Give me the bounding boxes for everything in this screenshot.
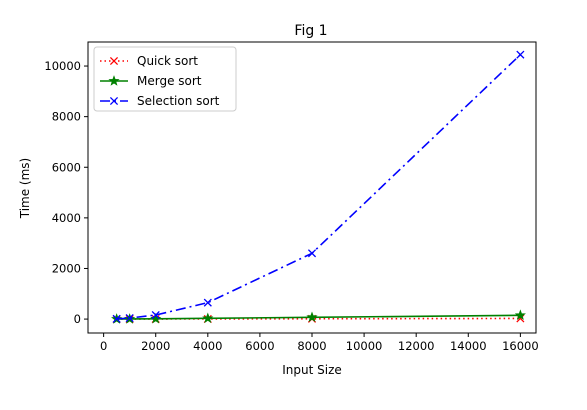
legend-label: Selection sort — [137, 94, 220, 108]
x-tick-label: 16000 — [502, 339, 539, 353]
data-point — [150, 312, 162, 324]
series-3 — [112, 50, 525, 323]
legend-label: Merge sort — [137, 74, 202, 88]
y-tick-label: 6000 — [52, 160, 81, 174]
data-point — [112, 314, 121, 323]
series-2 — [111, 309, 526, 324]
legend-marker — [109, 56, 119, 66]
series-line — [116, 317, 521, 320]
legend-label: Quick sort — [137, 54, 198, 68]
x-tick-label: 6000 — [245, 339, 274, 353]
y-tick-label: 2000 — [52, 261, 81, 275]
legend-box — [93, 46, 237, 112]
x-tick-label: 14000 — [450, 339, 487, 353]
series-line — [116, 54, 521, 320]
legend-marker — [109, 96, 119, 106]
data-point — [514, 309, 526, 321]
legend: Quick sort Merge sort Selection sort — [93, 46, 237, 112]
series-layer — [111, 50, 526, 324]
data-point — [307, 249, 317, 258]
y-tick-label: 8000 — [52, 110, 81, 124]
legend-marker — [108, 75, 120, 86]
data-point — [306, 311, 318, 323]
y-tick-label: 4000 — [52, 211, 81, 225]
y-tick-label: 10000 — [44, 59, 81, 73]
x-axis-ticks: 0 2000 4000 6000 8000 10000 12000 14000 16000 — [100, 333, 539, 353]
legend-entry: Merge sort — [100, 74, 202, 88]
x-axis-label: Input Size — [282, 363, 342, 377]
data-point — [202, 312, 214, 324]
x-tick-label: 2000 — [141, 339, 170, 353]
y-tick-label: 0 — [74, 312, 81, 326]
data-point — [125, 314, 134, 323]
data-point — [516, 50, 525, 59]
x-tick-label: 4000 — [193, 339, 222, 353]
chart-title: Fig 1 — [294, 23, 327, 39]
x-tick-label: 10000 — [346, 339, 383, 353]
legend-entry: Quick sort — [100, 54, 198, 68]
y-axis-label: Time (ms) — [18, 158, 32, 220]
data-point — [203, 298, 212, 307]
x-tick-label: 0 — [100, 339, 107, 353]
x-tick-label: 8000 — [297, 339, 326, 353]
x-tick-label: 12000 — [398, 339, 435, 353]
legend-entry: Selection sort — [100, 94, 220, 108]
y-axis-ticks: 0 2000 4000 6000 8000 10000 — [44, 59, 88, 326]
data-point — [151, 310, 160, 320]
